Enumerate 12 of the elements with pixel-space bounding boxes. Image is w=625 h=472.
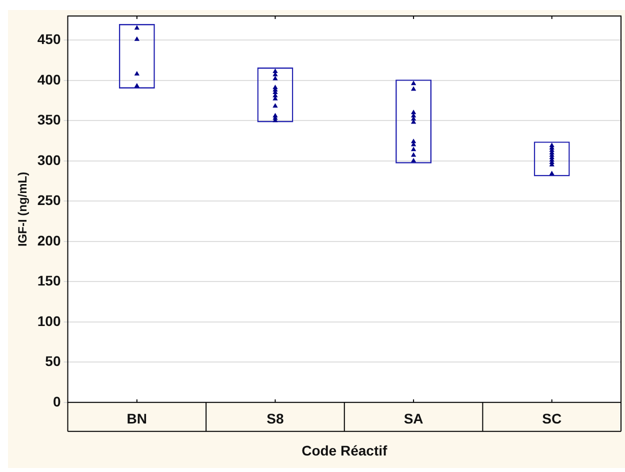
y-axis-title: IGF-I (ng/mL)	[16, 172, 30, 247]
y-tick-label: 0	[52, 393, 61, 410]
y-tick-label: 300	[37, 152, 61, 168]
y-tick-label: 250	[37, 192, 61, 208]
y-tick-label: 400	[37, 71, 61, 88]
y-tick-label: 200	[37, 232, 61, 248]
y-tick-label: 450	[37, 31, 61, 48]
y-tick-label: 150	[37, 272, 61, 289]
y-tick-label: 50	[45, 353, 61, 370]
x-axis-title: Code Réactif	[302, 442, 388, 458]
y-tick-label: 350	[37, 112, 61, 128]
y-tick-label: 100	[37, 312, 61, 329]
